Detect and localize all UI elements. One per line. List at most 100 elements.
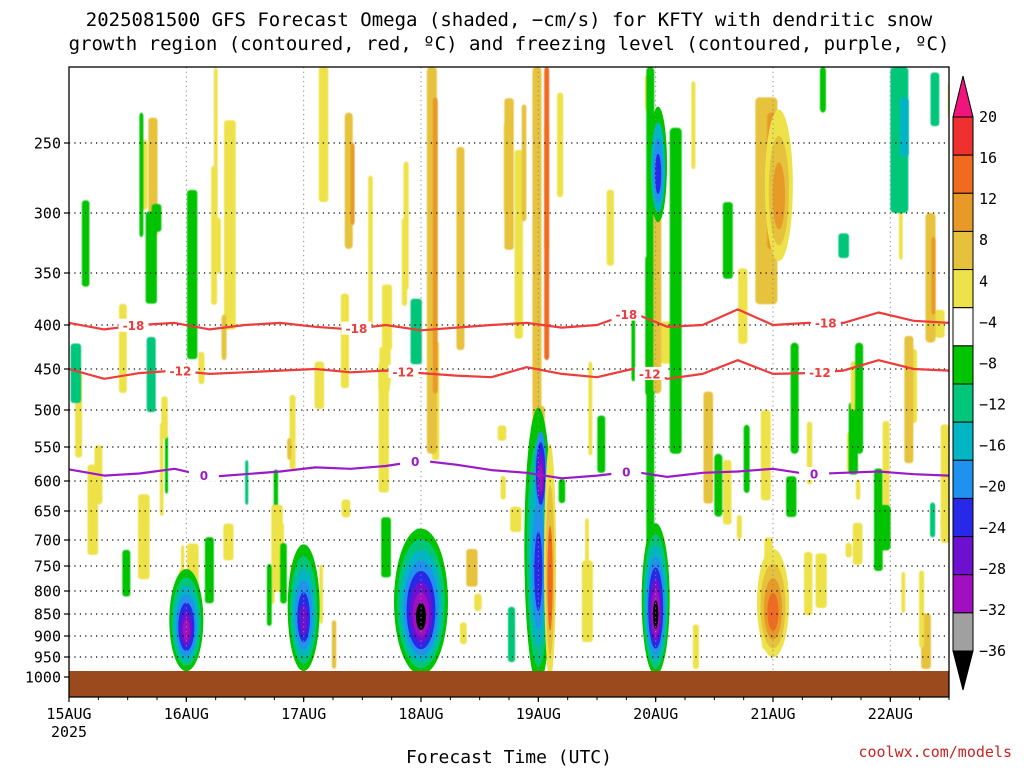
colorbar-label: 4 — [979, 272, 988, 290]
omega-patch — [631, 312, 636, 382]
colorbar-segment — [952, 192, 974, 232]
contour-label: -18 — [346, 322, 368, 336]
colorbar-segment — [952, 307, 974, 347]
colorbar-segment — [952, 421, 974, 461]
omega-shading — [70, 67, 949, 686]
omega-patch — [314, 361, 325, 409]
omega-patch — [266, 563, 272, 626]
y-tick-label: 350 — [34, 265, 61, 283]
y-tick-label: 750 — [34, 558, 61, 576]
y-tick-label: 550 — [34, 439, 61, 457]
contour-label-bg — [611, 307, 642, 321]
omega-patch — [691, 81, 696, 170]
colorbar-label: −16 — [979, 437, 1006, 455]
omega-core — [547, 525, 553, 631]
contour-label: -12 — [393, 365, 415, 379]
omega-patch — [280, 542, 287, 604]
colorbar-segment — [952, 497, 974, 538]
omega-patch — [588, 361, 593, 456]
contour-label: -12 — [809, 366, 831, 380]
colorbar-bottom-arrow — [952, 650, 974, 691]
omega-feature — [432, 97, 438, 394]
x-tick-label: 20AUG — [633, 705, 678, 723]
colorbar-label: −4 — [979, 313, 997, 331]
colorbar-label: −12 — [979, 396, 1006, 414]
omega-core — [772, 162, 786, 230]
contour-label: -12 — [170, 365, 192, 379]
contour-label-bg — [341, 321, 372, 335]
omega-feature — [350, 143, 355, 225]
omega-core — [538, 463, 543, 492]
omega-patch — [164, 435, 169, 494]
contour-label-bg — [634, 366, 665, 380]
omega-patch — [466, 548, 478, 587]
contour-label-bg — [188, 468, 219, 482]
colorbar-segment — [952, 459, 974, 499]
contour-line — [69, 359, 949, 380]
y-tick-label: 650 — [34, 503, 61, 521]
colorbar-label: 8 — [979, 231, 988, 249]
omega-feature — [532, 67, 542, 440]
contour-label: 0 — [810, 467, 818, 481]
contour-label-bg — [810, 315, 841, 329]
y-axis: 250 300 350 400 450 500 550 600 650 700 750 800 850 9… — [25, 135, 69, 687]
omega-patch — [736, 515, 742, 540]
omega-patch — [204, 537, 214, 604]
colorbar-top-arrow — [952, 75, 974, 118]
omega-patch — [904, 336, 914, 464]
grid-lines — [69, 67, 949, 697]
omega-patch — [381, 517, 391, 578]
omega-feature — [855, 342, 864, 454]
omega-patch — [368, 175, 373, 328]
credit-text: coolwx.com/models — [858, 743, 1012, 761]
omega-core — [767, 592, 779, 631]
omega-patch — [410, 298, 422, 365]
omega-patch — [760, 410, 771, 501]
omega-patch — [850, 361, 856, 411]
omega-patch — [510, 506, 522, 533]
y-tick-label: 400 — [34, 317, 61, 335]
omega-patch — [786, 476, 797, 517]
colorbar-segment — [952, 574, 974, 614]
y-tick-label: 250 — [34, 135, 61, 153]
y-tick-label: 450 — [34, 361, 61, 379]
x-tick-label: 16AUG — [164, 705, 209, 723]
omega-core — [299, 604, 308, 636]
omega-patch — [804, 551, 813, 616]
omega-patch — [381, 284, 393, 351]
contour-line — [69, 308, 949, 332]
omega-patch — [500, 475, 506, 500]
omega-feature — [819, 67, 826, 113]
colorbar-label: 16 — [979, 149, 997, 167]
omega-patch — [692, 624, 699, 669]
omega-feature — [743, 424, 750, 493]
omega-patch — [558, 478, 566, 504]
contour-label-bg — [118, 318, 149, 332]
omega-feature — [139, 112, 144, 237]
contour-label: -12 — [639, 367, 661, 381]
colorbar-segment — [952, 383, 974, 423]
colorbar-label: −32 — [979, 601, 1006, 619]
colorbar-segment — [952, 154, 974, 194]
colorbar-segment — [952, 230, 974, 271]
colorbar-segment — [952, 116, 974, 156]
x-tick-label: 21AUG — [750, 705, 795, 723]
contour-lines: -18 -18 -18 -18 -12 -12 -12 -12 0 0 0 0 — [69, 307, 949, 483]
omega-patch — [504, 98, 514, 250]
y-tick-label: 850 — [34, 606, 61, 624]
omega-patch — [722, 202, 733, 279]
omega-patch — [606, 189, 614, 266]
y-tick-label: 700 — [34, 532, 61, 550]
colorbar-label: −28 — [979, 560, 1006, 578]
x-tick-label: 15AUG — [46, 705, 91, 723]
contour-label-bg — [165, 364, 196, 378]
omega-patch — [459, 622, 467, 645]
omega-patch — [151, 204, 162, 232]
omega-patch — [138, 494, 150, 580]
colorbar-label: 12 — [979, 190, 997, 208]
y-tick-label: 300 — [34, 205, 61, 223]
omega-patch — [514, 149, 523, 339]
omega-feature — [714, 453, 723, 517]
colorbar-segment — [952, 536, 974, 576]
chart-title-line1: 2025081500 GFS Forecast Omega (shaded, −… — [86, 9, 933, 31]
